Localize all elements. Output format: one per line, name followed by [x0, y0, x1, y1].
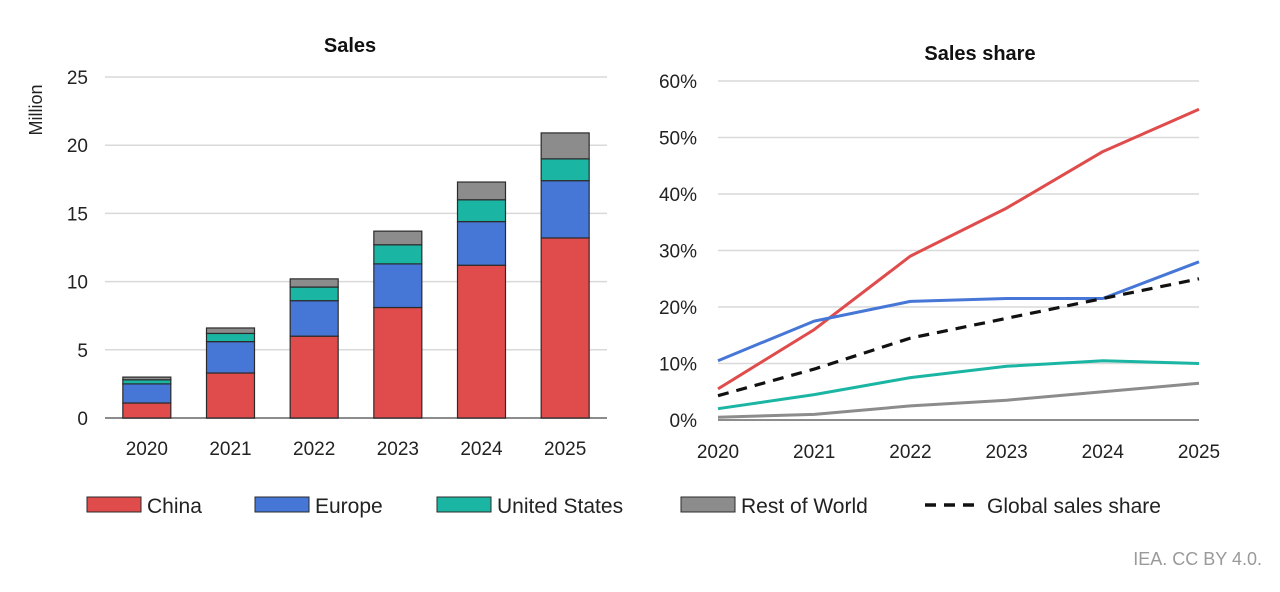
bar-united-states-2025	[540, 158, 590, 182]
sales-x-tick-label: 2025	[544, 439, 586, 460]
line-china	[717, 107, 1200, 391]
bar-rest-of-world-2020	[122, 376, 172, 381]
bar-europe-2022	[289, 300, 339, 337]
legend-item-global-sales-share: Global sales share	[925, 495, 1161, 518]
bar-china-2021	[205, 372, 256, 419]
line-global-sales-share	[717, 277, 1200, 398]
legend-label: United States	[497, 495, 623, 518]
bar-china-2025	[540, 237, 590, 419]
credit-text: IEA. CC BY 4.0.	[1133, 549, 1262, 569]
legend-item-china: China	[86, 495, 202, 518]
sales-y-tick-label: 15	[67, 204, 88, 225]
bar-china-2024	[456, 264, 507, 419]
legend-item-rest-of-world: Rest of World	[680, 495, 868, 518]
sales-share-gridlines	[718, 80, 1199, 421]
sales-x-tick-label: 2021	[209, 439, 251, 460]
sales-chart-title: Sales	[324, 35, 376, 57]
bar-united-states-2022	[289, 286, 339, 302]
bar-united-states-2020	[122, 379, 172, 385]
sales-y-tick-label: 25	[67, 68, 88, 89]
legend-label: Europe	[315, 495, 383, 518]
sales-x-tick-label: 2023	[377, 439, 419, 460]
sales-bars	[122, 132, 590, 419]
bar-europe-2025	[540, 180, 590, 239]
bar-united-states-2023	[373, 244, 423, 265]
bar-europe-2023	[373, 263, 423, 309]
bar-china-2022	[289, 335, 339, 419]
share-x-tick-label: 2024	[1082, 442, 1125, 463]
bar-china-2023	[373, 306, 423, 419]
bar-rest-of-world-2022	[289, 278, 339, 288]
share-x-tick-label: 2021	[793, 442, 835, 463]
legend: China Europe United States Rest of World Glo…	[86, 495, 1161, 518]
bar-rest-of-world-2024	[456, 181, 507, 201]
line-rest-of-world	[717, 381, 1200, 419]
sales-y-tick-label: 20	[67, 136, 88, 157]
sales-share-y-ticks: 0% 10% 20% 30% 40% 50% 60%	[659, 72, 697, 432]
bar-china-2020	[122, 402, 172, 419]
sales-share-line-chart: Sales share 0%10%20%30%40%50%60% 2020 202…	[659, 43, 1220, 463]
share-x-tick-label: 2023	[985, 442, 1027, 463]
sales-y-ticks: 0 5 10 15 20 25	[67, 68, 88, 430]
legend-label: China	[147, 495, 202, 518]
bar-united-states-2021	[205, 332, 256, 343]
sales-y-axis-label: Million	[26, 84, 46, 135]
sales-y-tick-label: 10	[67, 273, 88, 294]
share-x-tick-label: 2020	[697, 442, 739, 463]
bar-united-states-2024	[456, 199, 507, 223]
share-y-tick-label: 10%	[659, 355, 697, 376]
sales-x-tick-label: 2020	[126, 439, 168, 460]
share-y-tick-label: 60%	[659, 72, 697, 93]
line-united-states	[717, 359, 1200, 411]
sales-gridlines	[105, 76, 607, 419]
sales-x-tick-label: 2024	[460, 439, 503, 460]
share-y-tick-label: 30%	[659, 242, 697, 263]
bar-europe-2021	[205, 341, 256, 374]
legend-label: Rest of World	[741, 495, 868, 518]
share-x-tick-label: 2022	[889, 442, 931, 463]
sales-y-tick-label: 5	[77, 341, 88, 362]
sales-x-tick-label: 2022	[293, 439, 335, 460]
legend-swatch	[436, 496, 492, 513]
legend-swatch	[254, 496, 310, 513]
sales-share-series	[717, 107, 1200, 419]
legend-item-europe: Europe	[254, 495, 383, 518]
share-y-tick-label: 40%	[659, 185, 697, 206]
bar-rest-of-world-2023	[373, 230, 423, 246]
sales-x-ticks: 2020 2021 2022 2023 2024 2025	[126, 439, 587, 460]
bar-europe-2020	[122, 383, 172, 404]
legend-swatch	[86, 496, 142, 513]
legend-swatch	[680, 496, 736, 513]
sales-y-tick-label: 0	[77, 409, 88, 430]
bar-rest-of-world-2021	[205, 327, 256, 335]
sales-share-chart-title: Sales share	[924, 43, 1035, 65]
line-europe	[717, 260, 1200, 363]
share-x-tick-label: 2025	[1178, 442, 1220, 463]
bar-rest-of-world-2025	[540, 132, 590, 160]
share-y-tick-label: 0%	[670, 411, 698, 432]
share-y-tick-label: 20%	[659, 298, 697, 319]
bar-europe-2024	[456, 220, 507, 266]
sales-share-x-ticks: 2020 2021 2022 2023 2024 2025	[697, 442, 1220, 463]
share-y-tick-label: 50%	[659, 129, 697, 150]
legend-label: Global sales share	[987, 495, 1161, 518]
legend-item-united-states: United States	[436, 495, 623, 518]
